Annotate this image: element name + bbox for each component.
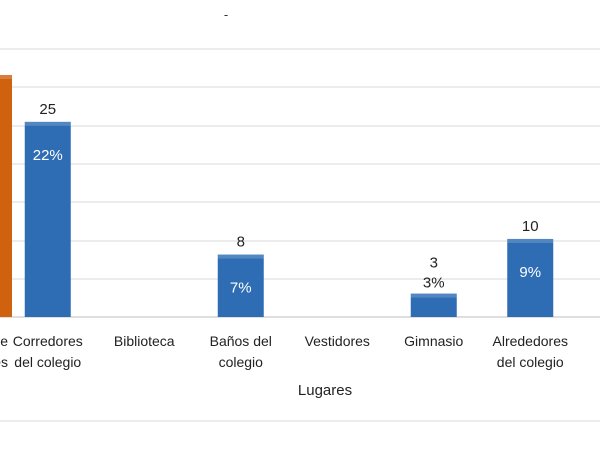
category-label-3-line-1: colegio — [219, 354, 264, 370]
count-label-5: 3 — [430, 255, 438, 272]
bar-3 — [217, 254, 264, 317]
percent-label-5: 3% — [423, 275, 445, 292]
top-mark-text: - — [224, 7, 228, 22]
category-label-4-line-0: Vestidores — [305, 333, 370, 349]
bar-0 — [0, 75, 12, 317]
count-label-6: 10 — [522, 218, 539, 235]
category-label-1-line-0: Corredores — [13, 333, 83, 349]
category-label-6-line-0: Alrededores — [493, 333, 569, 349]
bar-6 — [507, 238, 554, 317]
category-label-0-line-0: de — [0, 333, 8, 349]
gridlines — [0, 48, 600, 422]
category-label-2-line-0: Biblioteca — [114, 333, 175, 349]
bar-1-shine — [24, 121, 71, 126]
data-labels: 25 22% 8 7% 3 3% 10 9% — [33, 101, 541, 297]
count-label-3: 8 — [237, 234, 245, 251]
category-label-0-line-1: es — [0, 354, 8, 370]
category-label-1-line-1: del colegio — [14, 354, 81, 370]
category-label-6-line-1: del colegio — [497, 354, 564, 370]
bar-5 — [410, 293, 457, 317]
percent-label-6: 9% — [519, 264, 541, 281]
percent-label-1: 22% — [33, 147, 63, 164]
x-axis-title: Lugares — [298, 382, 352, 399]
category-label-3-line-0: Baños del — [210, 333, 272, 349]
bar-0-shine — [0, 75, 12, 79]
bar-3-shine — [217, 254, 264, 259]
category-tick-labels: de es Corredores del colegio Biblioteca Baños… — [0, 333, 568, 370]
bar-6-shine — [507, 238, 554, 243]
bars — [0, 75, 554, 317]
count-label-1: 25 — [39, 101, 56, 118]
percent-label-3: 7% — [230, 280, 252, 297]
bar-5-shine — [410, 293, 457, 298]
bar-1 — [24, 121, 71, 317]
category-label-5-line-0: Gimnasio — [404, 333, 463, 349]
